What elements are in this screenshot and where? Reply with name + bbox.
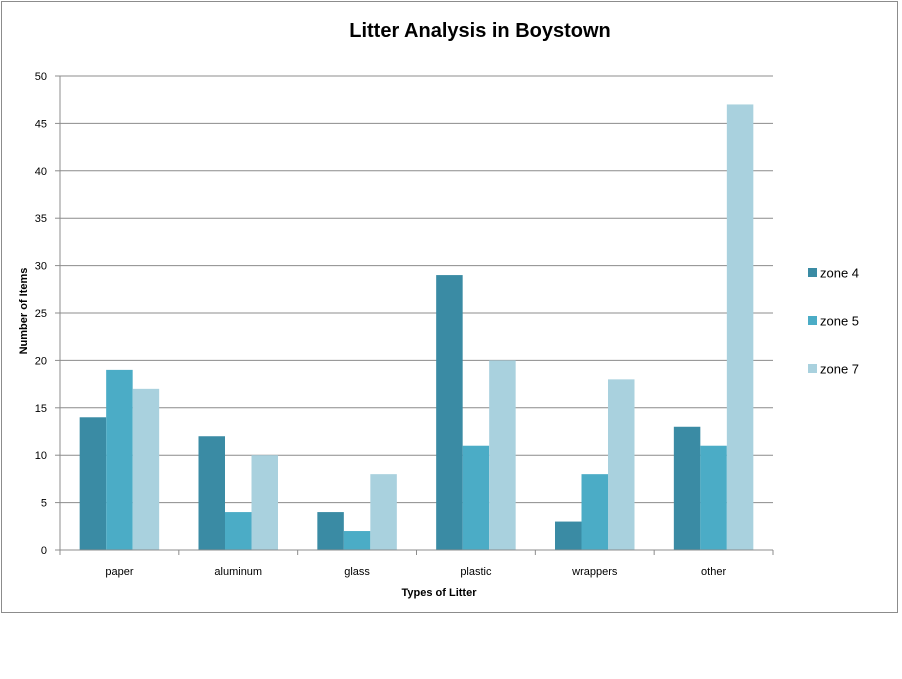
bar-glass-zone-5 <box>343 531 371 550</box>
bar-other-zone-4 <box>673 426 701 550</box>
bar-aluminum-zone-4 <box>198 436 225 550</box>
x-tick-label: plastic <box>460 566 492 578</box>
legend-label: zone 4 <box>820 266 859 281</box>
bar-paper-zone-7 <box>132 388 160 550</box>
y-tick-label: 0 <box>41 545 47 557</box>
legend: zone 4 zone 5 zone 7 <box>808 266 859 377</box>
x-axis-title: Types of Litter <box>402 587 478 599</box>
bar-plastic-zone-5 <box>462 445 490 550</box>
y-tick-label: 45 <box>35 118 47 130</box>
y-axis-title: Number of Items <box>18 268 30 355</box>
y-tick-label: 10 <box>35 450 47 462</box>
legend-swatch <box>808 268 817 277</box>
x-tick-label: glass <box>344 566 370 578</box>
x-tick-label: aluminum <box>214 566 262 578</box>
y-tick-label: 5 <box>41 498 47 510</box>
x-tick-label: paper <box>105 566 133 578</box>
bar-wrappers-zone-7 <box>608 379 635 550</box>
bar-plastic-zone-4 <box>436 275 463 550</box>
legend-swatch <box>808 364 817 373</box>
bar-plastic-zone-7 <box>489 360 516 550</box>
bar-wrappers-zone-5 <box>581 474 608 550</box>
y-axis-tick-labels: 0 5 10 15 20 25 30 35 40 45 50 <box>35 71 60 557</box>
bar-glass-zone-7 <box>370 474 397 550</box>
legend-label: zone 5 <box>820 314 859 329</box>
legend-swatch <box>808 316 817 325</box>
y-tick-label: 40 <box>35 166 47 178</box>
bar-glass-zone-4 <box>317 512 344 550</box>
axes <box>59 76 774 555</box>
bar-aluminum-zone-7 <box>251 455 278 550</box>
x-axis-tick-labels: paper aluminum glass plastic wrappers other <box>105 566 726 578</box>
bar-paper-zone-4 <box>79 417 107 550</box>
gridlines <box>60 75 773 504</box>
y-tick-label: 25 <box>35 308 47 320</box>
x-tick-label: other <box>701 566 726 578</box>
y-tick-label: 30 <box>35 261 47 273</box>
bar-wrappers-zone-4 <box>555 521 582 550</box>
chart-title: Litter Analysis in Boystown <box>349 20 611 42</box>
bar-other-zone-5 <box>700 445 727 550</box>
bar-aluminum-zone-5 <box>225 512 252 550</box>
y-tick-label: 20 <box>35 355 47 367</box>
y-tick-label: 35 <box>35 213 47 225</box>
y-tick-label: 50 <box>35 71 47 83</box>
y-tick-label: 15 <box>35 403 47 415</box>
x-tick-label: wrappers <box>571 566 618 578</box>
legend-label: zone 7 <box>820 362 859 377</box>
bar-other-zone-7 <box>726 104 754 550</box>
bar-paper-zone-5 <box>106 369 133 550</box>
bars <box>79 104 754 550</box>
